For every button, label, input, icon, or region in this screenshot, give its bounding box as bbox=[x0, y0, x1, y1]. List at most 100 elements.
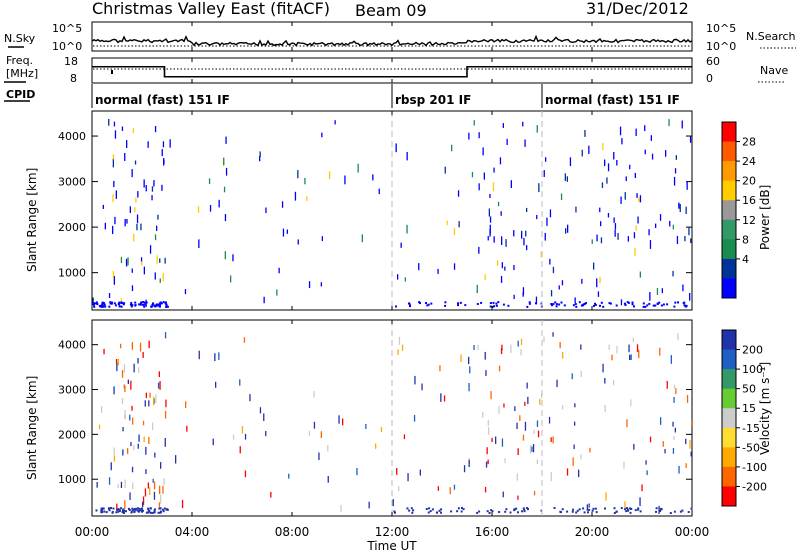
echo-point bbox=[614, 229, 616, 237]
echo-point bbox=[485, 461, 488, 468]
echo-point bbox=[133, 444, 135, 451]
freq-series-line bbox=[92, 65, 692, 78]
echo-point bbox=[163, 478, 165, 486]
echo-point bbox=[639, 510, 642, 513]
echo-point bbox=[126, 219, 128, 224]
echo-point bbox=[596, 278, 598, 288]
echo-point bbox=[495, 302, 498, 305]
echo-point bbox=[108, 305, 111, 308]
echo-point bbox=[487, 459, 489, 465]
echo-point bbox=[566, 468, 569, 476]
echo-point bbox=[113, 180, 115, 188]
echo-point bbox=[468, 459, 470, 468]
echo-point bbox=[551, 304, 553, 307]
echo-point bbox=[673, 384, 676, 389]
echo-point bbox=[529, 445, 532, 454]
echo-point bbox=[263, 296, 265, 304]
echo-point bbox=[593, 304, 595, 307]
echo-point bbox=[616, 160, 618, 166]
echo-point bbox=[668, 119, 670, 127]
echo-point bbox=[120, 481, 123, 488]
echo-point bbox=[655, 507, 658, 510]
echo-point bbox=[104, 222, 106, 230]
echo-point bbox=[129, 303, 132, 306]
echo-point bbox=[93, 303, 95, 306]
echo-point bbox=[687, 511, 690, 513]
echo-point bbox=[517, 340, 519, 347]
echo-point bbox=[526, 507, 529, 509]
range-tick-label: 3000 bbox=[58, 384, 86, 397]
echo-point bbox=[510, 344, 512, 353]
echo-point bbox=[408, 303, 411, 306]
echo-point bbox=[525, 230, 527, 237]
echo-point bbox=[601, 182, 604, 188]
echo-point bbox=[164, 332, 167, 339]
echo-point bbox=[676, 235, 679, 244]
echo-point bbox=[138, 303, 141, 306]
echo-point bbox=[552, 303, 555, 306]
echo-point bbox=[142, 501, 144, 508]
echo-point bbox=[634, 248, 636, 256]
echo-point bbox=[444, 301, 447, 304]
colorbar-swatch bbox=[722, 330, 736, 351]
echo-point bbox=[414, 375, 416, 385]
echo-point bbox=[108, 119, 110, 126]
echo-point bbox=[489, 228, 491, 237]
echo-point bbox=[489, 305, 492, 308]
echo-point bbox=[564, 173, 566, 181]
echo-point bbox=[611, 354, 613, 361]
echo-point bbox=[124, 500, 126, 509]
echo-point bbox=[239, 379, 241, 386]
echo-point bbox=[131, 304, 134, 307]
echo-point bbox=[157, 214, 159, 220]
echo-point bbox=[468, 356, 470, 365]
echo-point bbox=[131, 268, 133, 273]
echo-point bbox=[633, 443, 635, 450]
echo-point bbox=[630, 399, 632, 407]
echo-point bbox=[102, 302, 105, 304]
echo-point bbox=[209, 205, 212, 212]
echo-point bbox=[212, 438, 214, 446]
echo-point bbox=[558, 303, 561, 306]
echo-point bbox=[620, 299, 623, 306]
echo-point bbox=[154, 126, 157, 133]
time-tick-label: 00:00 bbox=[675, 525, 710, 539]
colorbar-swatch bbox=[722, 349, 736, 370]
echo-point bbox=[566, 176, 568, 182]
echo-point bbox=[679, 510, 682, 513]
echo-point bbox=[625, 510, 628, 513]
echo-point bbox=[175, 455, 177, 464]
echo-point bbox=[631, 301, 634, 304]
echo-point bbox=[625, 176, 627, 182]
echo-point bbox=[156, 255, 158, 264]
echo-point bbox=[651, 153, 654, 160]
echo-point bbox=[453, 227, 456, 235]
echo-point bbox=[550, 472, 552, 482]
echo-point bbox=[478, 132, 480, 139]
echo-point bbox=[563, 304, 566, 307]
echo-point bbox=[504, 458, 506, 464]
echo-point bbox=[636, 344, 639, 352]
echo-point bbox=[166, 305, 169, 308]
echo-point bbox=[141, 507, 143, 510]
echo-point bbox=[121, 126, 124, 131]
echo-point bbox=[239, 446, 241, 454]
colorbar-swatch bbox=[722, 122, 736, 143]
echo-point bbox=[649, 292, 651, 301]
echo-point bbox=[555, 303, 558, 306]
echo-point bbox=[488, 427, 490, 435]
echo-point bbox=[380, 427, 383, 432]
echo-point bbox=[556, 379, 558, 388]
echo-point bbox=[561, 508, 564, 511]
echo-point bbox=[600, 301, 603, 304]
echo-point bbox=[655, 510, 657, 513]
echo-point bbox=[522, 287, 525, 295]
echo-point bbox=[513, 230, 515, 237]
echo-point bbox=[143, 179, 145, 188]
echo-point bbox=[498, 365, 501, 372]
echo-point bbox=[121, 301, 124, 304]
echo-point bbox=[157, 382, 160, 389]
echo-point bbox=[152, 478, 154, 483]
echo-point bbox=[444, 166, 446, 174]
echo-point bbox=[138, 507, 141, 510]
